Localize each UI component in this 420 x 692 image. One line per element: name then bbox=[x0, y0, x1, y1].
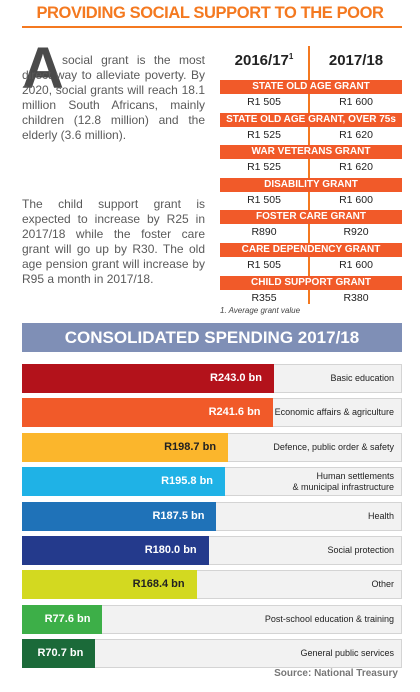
value-label: R195.8 bn bbox=[161, 475, 214, 488]
grant-name: CHILD SUPPORT GRANT bbox=[220, 275, 402, 290]
grant-name: CARE DEPENDENCY GRANT bbox=[220, 243, 402, 257]
column-label: 2016/17 bbox=[234, 52, 289, 69]
title-rule bbox=[22, 26, 402, 28]
bar bbox=[22, 501, 217, 531]
column-header: 2017/18 bbox=[328, 52, 384, 69]
bar bbox=[22, 432, 229, 462]
value-label: R77.6 bn bbox=[44, 612, 91, 625]
grant-value: R1 505 bbox=[247, 193, 281, 206]
grant-value: R1 620 bbox=[339, 161, 373, 174]
grant-value: R1 505 bbox=[247, 96, 281, 108]
drop-cap: A bbox=[22, 36, 64, 101]
grant-value: R1 525 bbox=[247, 128, 281, 141]
category-label: Defence, public order & safety bbox=[273, 441, 394, 452]
category-label: Basic education bbox=[330, 373, 394, 383]
title: PROVIDING SOCIAL SUPPORT TO THE POOR bbox=[36, 4, 384, 22]
chart-title: CONSOLIDATED SPENDING 2017/18 bbox=[22, 323, 402, 352]
value-label: R241.6 bn bbox=[208, 406, 261, 419]
grant-value: R890 bbox=[251, 226, 277, 239]
category-label: Economic affairs & agriculture bbox=[274, 407, 394, 418]
value-label: R198.7 bn bbox=[164, 440, 217, 453]
grant-name: WAR VETERANS GRANT bbox=[220, 145, 402, 160]
category-label: Health bbox=[367, 510, 394, 521]
paragraph: The child support grant is expected to i… bbox=[22, 197, 205, 286]
category-label: Other bbox=[371, 579, 394, 590]
value-label: R168.4 bn bbox=[132, 578, 185, 591]
grant-value: R380 bbox=[343, 291, 369, 304]
grant-name: DISABILITY GRANT bbox=[220, 177, 402, 192]
category-label: General public services bbox=[300, 648, 394, 659]
grant-name: STATE OLD AGE GRANT, OVER 75s bbox=[220, 112, 402, 127]
footnote-marker: 1 bbox=[288, 52, 294, 61]
bar bbox=[22, 467, 226, 497]
bar bbox=[22, 639, 96, 669]
grant-value: R355 bbox=[251, 291, 277, 304]
paragraph: social grant is the most direct way to a… bbox=[22, 53, 205, 142]
column-divider bbox=[308, 46, 310, 304]
value-label: R187.5 bn bbox=[152, 509, 205, 522]
bar bbox=[22, 570, 197, 600]
bar bbox=[22, 536, 209, 565]
grant-name: STATE OLD AGE GRANT bbox=[220, 80, 402, 94]
grant-value: R1 600 bbox=[339, 96, 373, 108]
bar bbox=[22, 364, 274, 393]
grant-value: R1 505 bbox=[247, 259, 281, 271]
value-label: R180.0 bn bbox=[144, 544, 197, 556]
category-label: Post-school education & training bbox=[264, 613, 394, 624]
value-label: R70.7 bn bbox=[37, 647, 84, 660]
grant-value: R1 600 bbox=[339, 193, 373, 206]
footnote: 1. Average grant value bbox=[220, 306, 301, 315]
category-label: Social protection bbox=[327, 545, 394, 555]
grant-value: R1 600 bbox=[339, 259, 373, 271]
grant-name: FOSTER CARE GRANT bbox=[220, 210, 402, 225]
category-label: Human settlements & municipal infrastruc… bbox=[292, 470, 394, 492]
grant-value: R1 525 bbox=[247, 161, 281, 174]
grant-value: R1 620 bbox=[339, 128, 373, 141]
source: Source: National Treasury bbox=[274, 668, 398, 679]
bar bbox=[22, 398, 273, 428]
bar bbox=[22, 604, 103, 634]
grant-value: R920 bbox=[343, 226, 369, 239]
value-label: R243.0 bn bbox=[210, 372, 262, 384]
column-header: 2016/171 bbox=[220, 52, 308, 69]
